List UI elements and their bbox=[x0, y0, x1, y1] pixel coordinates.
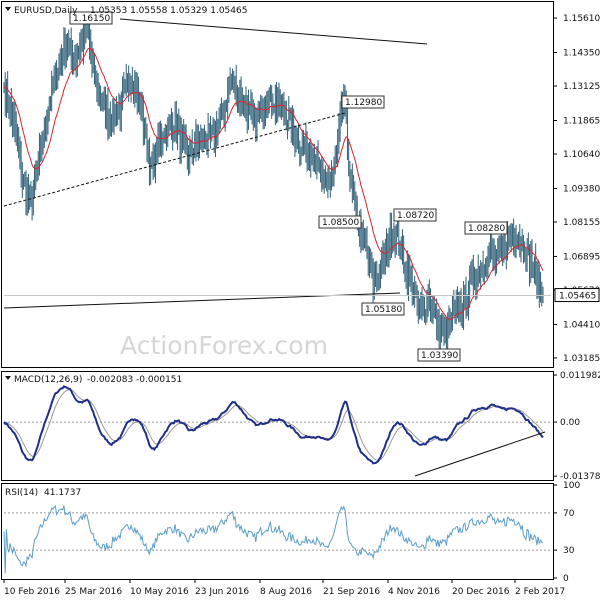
macd-panel-frame bbox=[1, 371, 554, 481]
price-tick-label: 1.11865 bbox=[563, 116, 600, 126]
rsi-tick-label: 70 bbox=[563, 509, 575, 519]
price-tick-label: 1.04410 bbox=[563, 320, 600, 330]
price-label: 1.05180 bbox=[365, 305, 402, 315]
macd-header: MACD(12,26,9) -0.002083 -0.000151 bbox=[5, 375, 182, 385]
date-tick-label: 10 Feb 2016 bbox=[4, 587, 60, 597]
price-header: EURUSD,Daily 1.05353 1.05558 1.05329 1.0… bbox=[5, 6, 247, 16]
price-tick-label: 1.14350 bbox=[563, 49, 600, 59]
date-tick-label: 2 Feb 2017 bbox=[515, 587, 565, 597]
rsi-header: RSI(14) 41.1737 bbox=[5, 488, 81, 498]
date-tick-label: 10 May 2016 bbox=[130, 587, 189, 597]
moving-average-line bbox=[3, 47, 544, 320]
price-panel-frame bbox=[1, 1, 554, 368]
macd-line bbox=[3, 385, 544, 465]
price-label-box bbox=[69, 11, 113, 25]
price-label-box bbox=[318, 215, 362, 229]
ohlc-label: 1.05353 1.05558 1.05329 1.05465 bbox=[90, 6, 247, 16]
watermark: ActionForex.com bbox=[120, 331, 328, 360]
macd-tick-label: -0.013788 bbox=[560, 472, 600, 482]
price-tick-label: 1.09380 bbox=[563, 184, 600, 194]
price-plot bbox=[3, 11, 551, 355]
price-tick-label: 1.13125 bbox=[563, 82, 600, 92]
rsi-panel-frame bbox=[1, 483, 554, 580]
date-tick-label: 8 Aug 2016 bbox=[260, 587, 312, 597]
price-label-box bbox=[341, 95, 385, 109]
rsi-plot bbox=[3, 504, 551, 574]
price-label: 1.12980 bbox=[345, 98, 382, 108]
triangle-down-icon bbox=[5, 376, 11, 380]
rsi-tick-label: 30 bbox=[563, 546, 575, 556]
price-label: 1.08280 bbox=[468, 224, 505, 234]
macd-title: MACD(12,26,9) bbox=[14, 375, 82, 385]
rsi-title: RSI(14) bbox=[5, 488, 38, 498]
macd-tick-label: 0.00 bbox=[560, 418, 580, 428]
macd-tick-label: 0.011982 bbox=[560, 371, 600, 381]
rsi-tick-label: 100 bbox=[563, 481, 580, 491]
rsi-tick-label: 0 bbox=[563, 574, 569, 584]
rsi-value: 41.1737 bbox=[44, 488, 81, 498]
price-label-box bbox=[464, 221, 508, 235]
rsi-line bbox=[3, 504, 544, 574]
price-label-box bbox=[417, 348, 461, 362]
dashed-trendline bbox=[3, 112, 346, 207]
triangle-down-icon bbox=[5, 7, 11, 11]
last-price-label: 1.05465 bbox=[559, 292, 596, 302]
price-tick-label: 1.06895 bbox=[563, 252, 600, 262]
date-tick-label: 25 Mar 2016 bbox=[65, 587, 122, 597]
date-tick-label: 21 Sep 2016 bbox=[323, 587, 380, 597]
last-price-box bbox=[554, 288, 600, 303]
price-label-box bbox=[361, 302, 405, 316]
price-label-box bbox=[393, 208, 437, 222]
date-tick-label: 23 Jun 2016 bbox=[195, 587, 249, 597]
price-tick-label: 1.15610 bbox=[563, 14, 600, 24]
upper-trendline bbox=[119, 18, 428, 45]
price-tick-label: 1.08155 bbox=[563, 218, 600, 228]
price-annotations: 1.16150 1.12980 1.08500 1.08720 1.08280 1.051… bbox=[69, 11, 508, 362]
macd-values: -0.002083 -0.000151 bbox=[87, 375, 182, 385]
price-label: 1.16150 bbox=[73, 14, 110, 24]
macd-plot bbox=[3, 385, 551, 477]
price-tick-label: 1.10640 bbox=[563, 150, 600, 160]
price-tick-label: 1.03185 bbox=[563, 354, 600, 364]
price-label: 1.03390 bbox=[421, 351, 458, 361]
axes: 1.15610 1.14350 1.13125 1.11865 1.10640 1.093… bbox=[3, 14, 600, 597]
date-tick-label: 20 Dec 2016 bbox=[452, 587, 510, 597]
date-tick-label: 4 Nov 2016 bbox=[388, 587, 440, 597]
macd-trendline bbox=[414, 431, 546, 477]
price-label: 1.08720 bbox=[397, 211, 434, 221]
price-label: 1.08500 bbox=[322, 218, 359, 228]
symbol-label: EURUSD,Daily bbox=[14, 6, 78, 16]
